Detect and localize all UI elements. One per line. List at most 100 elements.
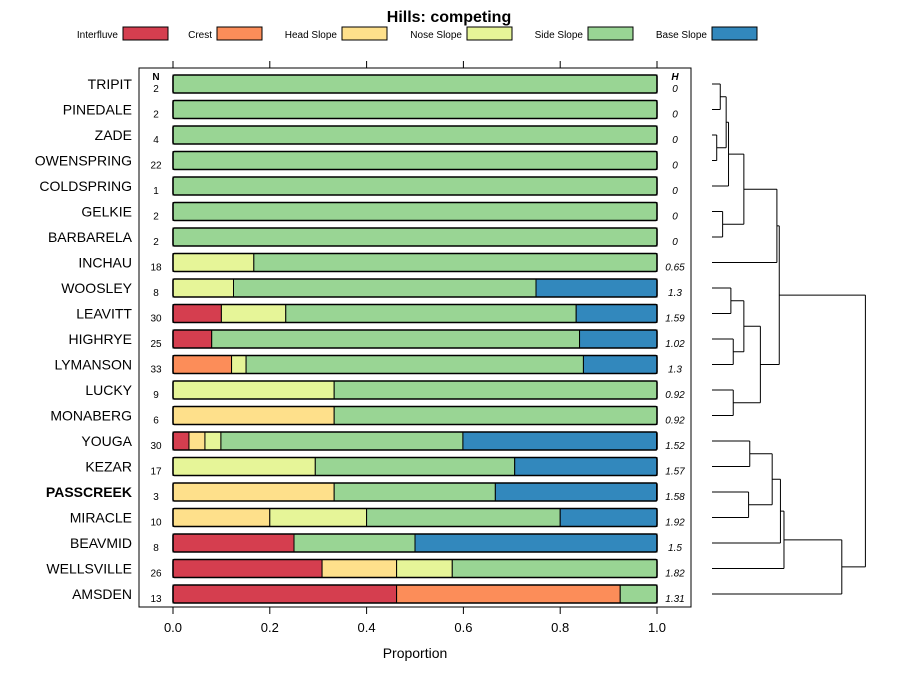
y-category-label: PINEDALE xyxy=(63,102,132,118)
h-value-label: 1.52 xyxy=(665,441,685,452)
legend-swatch xyxy=(466,26,513,41)
chart-title: Hills: competing xyxy=(387,9,511,26)
x-tick-label: 0.8 xyxy=(551,620,569,635)
bar-segment xyxy=(333,406,658,425)
n-value-label: 33 xyxy=(150,365,162,376)
y-category-label: TRIPIT xyxy=(88,76,133,92)
legend-label: Base Slope xyxy=(656,30,708,41)
bar-segment xyxy=(535,278,658,298)
h-value-label: 0.92 xyxy=(665,416,685,427)
legend-swatch xyxy=(216,26,263,41)
h-value-label: 1.3 xyxy=(668,365,682,376)
n-value-label: 22 xyxy=(150,161,162,172)
y-category-label: BEAVMID xyxy=(70,535,132,551)
bar-outline xyxy=(172,99,658,120)
bar-segment xyxy=(285,304,577,323)
x-tick-label: 0.6 xyxy=(454,620,472,635)
y-category-label: MONABERG xyxy=(50,408,132,424)
h-value-label: 0 xyxy=(672,135,678,146)
bar-segment xyxy=(188,431,206,451)
bar-segment xyxy=(211,329,581,349)
bar-segment xyxy=(220,304,287,323)
n-value-label: 1 xyxy=(153,186,159,197)
bar-segment xyxy=(172,125,658,145)
plot-frame xyxy=(138,67,692,608)
y-category-label: WELLSVILLE xyxy=(46,561,132,577)
bar-outline xyxy=(172,176,658,196)
y-category-label: OWENSPRING xyxy=(35,153,132,169)
legend: Interfluve Crest Head Slope Nose Slope Side … xyxy=(77,26,758,41)
y-category-label: GELKIE xyxy=(81,204,132,220)
n-value-label: 10 xyxy=(150,518,162,529)
bar-segment xyxy=(172,533,295,553)
n-value-label: 30 xyxy=(150,314,162,325)
bar-segment xyxy=(314,457,516,476)
bar-segment xyxy=(321,559,398,578)
bar-segment xyxy=(231,355,247,374)
bar-segment xyxy=(619,584,658,604)
bar-segment xyxy=(462,431,658,451)
bar-segment xyxy=(575,304,658,323)
bar-segment xyxy=(451,559,658,578)
h-column-header: H xyxy=(671,72,679,83)
bar-segment xyxy=(514,457,658,476)
legend-label: Side Slope xyxy=(535,30,584,41)
y-category-label: BARBARELA xyxy=(48,229,133,245)
legend-swatch xyxy=(711,26,758,41)
bar-segment xyxy=(494,482,658,502)
bar-segment xyxy=(172,508,271,527)
bar-outline xyxy=(172,456,658,477)
n-value-label: 18 xyxy=(150,263,162,274)
bar-outline xyxy=(172,507,658,528)
x-tick-label: 1.0 xyxy=(648,620,666,635)
y-category-label: ZADE xyxy=(95,127,132,143)
bar-outline xyxy=(172,354,658,375)
y-category-label: LUCKY xyxy=(85,382,132,398)
bar-segment xyxy=(366,508,561,527)
y-category-label: LYMANSON xyxy=(54,357,132,373)
bar-segment xyxy=(269,508,368,527)
legend-swatch xyxy=(122,26,169,41)
bar-segment xyxy=(172,253,255,272)
bar-segment xyxy=(172,74,658,94)
bar-outline xyxy=(172,584,658,604)
x-axis-label: Proportion xyxy=(383,645,448,661)
h-value-label: 0 xyxy=(672,84,678,95)
n-value-label: 8 xyxy=(153,543,159,554)
legend-swatch xyxy=(587,26,634,41)
y-category-label: WOOSLEY xyxy=(61,280,132,296)
bar-segment xyxy=(245,355,584,374)
h-value-label: 0 xyxy=(672,237,678,248)
bar-segment xyxy=(172,482,335,502)
legend-label: Nose Slope xyxy=(410,30,462,41)
bar-outline xyxy=(172,227,658,247)
n-value-label: 9 xyxy=(153,390,159,401)
h-value-label: 1.59 xyxy=(665,314,685,325)
n-value-label: 8 xyxy=(153,288,159,299)
h-value-label: 1.3 xyxy=(668,288,682,299)
bar-outline xyxy=(172,431,658,451)
bar-segment xyxy=(172,176,658,196)
y-category-label: COLDSPRING xyxy=(39,178,132,194)
bar-segment xyxy=(293,533,416,553)
bar-segment xyxy=(414,533,658,553)
bar-outline xyxy=(172,303,658,324)
bar-outline xyxy=(172,405,658,426)
x-tick-label: 0.2 xyxy=(261,620,279,635)
h-value-label: 1.57 xyxy=(665,467,685,478)
bar-outline xyxy=(172,380,658,400)
bar-outline xyxy=(172,74,658,94)
h-value-label: 1.92 xyxy=(665,518,685,529)
bar-segment xyxy=(582,355,658,374)
bar-segment xyxy=(204,431,222,451)
h-value-label: 1.5 xyxy=(668,543,682,554)
y-category-label: YOUGA xyxy=(81,433,132,449)
x-tick-label: 0.0 xyxy=(164,620,182,635)
bar-outline xyxy=(172,482,658,502)
h-value-label: 1.02 xyxy=(665,339,685,350)
n-value-label: 4 xyxy=(153,135,159,146)
h-value-label: 1.31 xyxy=(665,594,684,605)
bar-segment xyxy=(172,406,335,425)
